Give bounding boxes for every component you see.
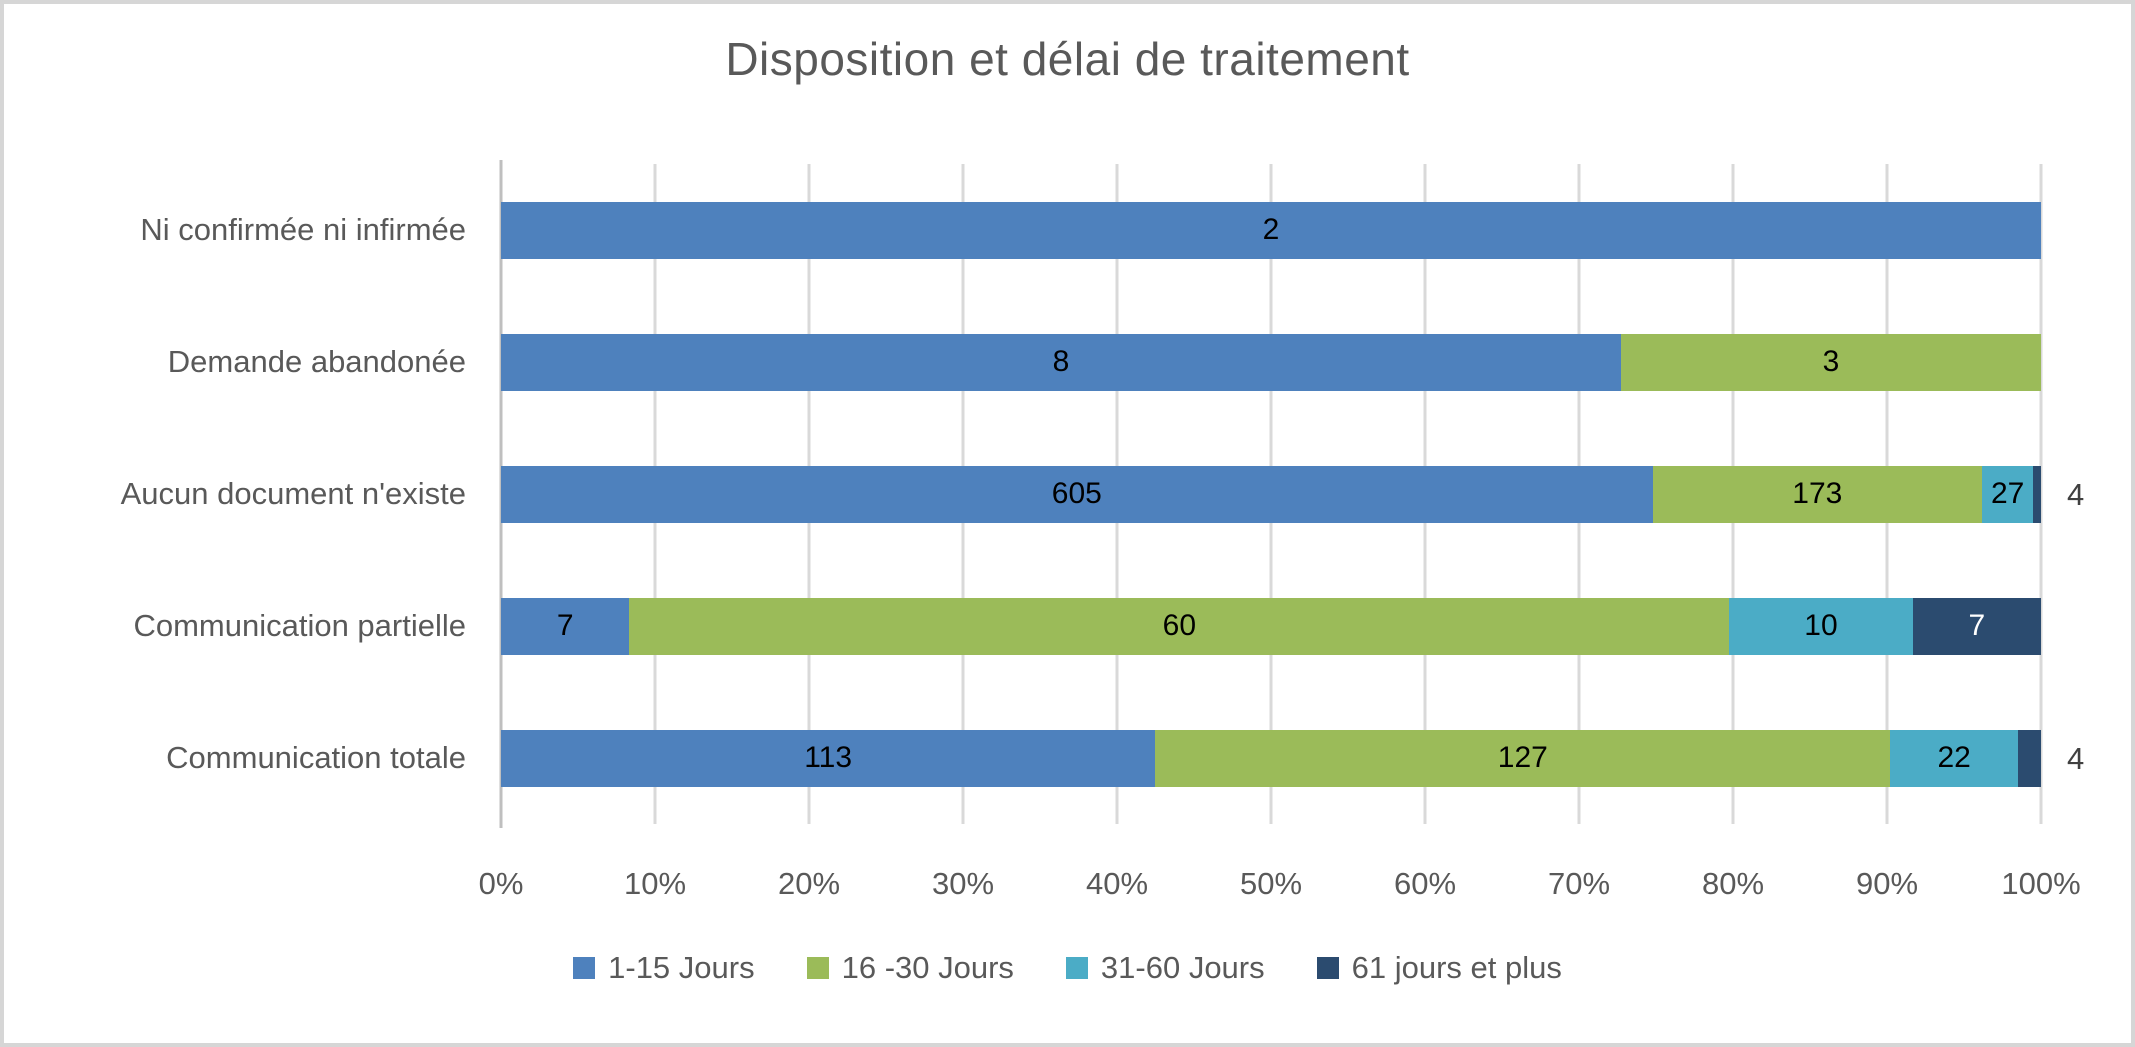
category-label: Aucun document n'existe — [120, 476, 466, 511]
x-tick-label: 50% — [1239, 866, 1303, 901]
category-label: Ni confirmée ni infirmée — [140, 212, 466, 247]
legend-label: 61 jours et plus — [1351, 950, 1562, 985]
x-tick-label: 10% — [623, 866, 687, 901]
legend-label: 31-60 Jours — [1100, 950, 1265, 985]
category-label: Demande abandonée — [167, 344, 466, 379]
y-axis-category-labels: Ni confirmée ni infirmée Demande abandoné… — [4, 164, 484, 824]
legend-item: 1-15 Jours — [573, 950, 755, 986]
bar-segment: 8 — [501, 333, 1621, 391]
bar-row: 7 60 10 7 — [501, 597, 2041, 655]
bar-row: 2 — [501, 201, 2041, 259]
bar-segment: 7 — [501, 597, 630, 655]
bar-segment: 2 — [501, 201, 2041, 259]
category-label: Communication totale — [166, 740, 466, 775]
value-label: 127 — [1497, 741, 1548, 774]
legend-label: 1-15 Jours — [608, 950, 755, 985]
bar-segment: 127 — [1155, 729, 1891, 787]
bar-segment: 3 — [1621, 333, 2041, 391]
value-label: 60 — [1162, 609, 1197, 642]
x-tick-label: 100% — [2001, 866, 2081, 901]
bar-segment: 22 — [1890, 729, 2018, 787]
bar-segment: 10 — [1729, 597, 1913, 655]
legend: 1-15 Jours 16 -30 Jours 31-60 Jours 61 jour… — [4, 950, 2131, 986]
bar-segment: 7 — [1912, 597, 2041, 655]
legend-swatch-icon — [1316, 957, 1339, 979]
x-tick-label: 0% — [478, 866, 524, 901]
x-tick-label: 20% — [777, 866, 841, 901]
bar-segment: 27 — [1981, 465, 2034, 523]
bar-segment: 173 — [1652, 465, 1982, 523]
value-label: 605 — [1051, 477, 1102, 510]
legend-swatch-icon — [1065, 957, 1088, 979]
x-tick-label: 30% — [931, 866, 995, 901]
value-label: 7 — [1968, 609, 1986, 642]
value-label: 27 — [1990, 477, 2025, 510]
value-label: 8 — [1052, 345, 1070, 378]
chart-title: Disposition et délai de traitement — [725, 33, 1410, 85]
value-label-outside: 4 — [2066, 476, 2085, 512]
legend-swatch-icon — [573, 957, 596, 979]
bar-segment — [2033, 465, 2041, 523]
value-label: 113 — [804, 741, 853, 774]
x-axis-tick-labels: 0% 10% 20% 30% 40% 50% 60% 70% 80% 90% 100% — [479, 866, 2081, 906]
bar-row: 113 127 22 4 — [501, 729, 2084, 787]
plot-area: 2 8 3 605 173 27 4 7 60 10 7 113 127 22 4 — [499, 160, 2084, 828]
bar-row: 605 173 27 4 — [501, 465, 2084, 523]
gridline — [2039, 164, 2043, 824]
legend-label: 16 -30 Jours — [841, 950, 1014, 985]
legend-item: 61 jours et plus — [1316, 950, 1562, 986]
x-tick-label: 80% — [1701, 866, 1765, 901]
bar-segment: 60 — [629, 597, 1730, 655]
bar-segment — [2017, 729, 2041, 787]
value-label: 2 — [1262, 213, 1280, 246]
value-label: 3 — [1822, 345, 1840, 378]
legend-item: 16 -30 Jours — [806, 950, 1014, 986]
value-label: 7 — [556, 609, 574, 642]
x-tick-label: 60% — [1393, 866, 1457, 901]
bar-segment: 113 — [501, 729, 1156, 787]
x-tick-label: 70% — [1547, 866, 1611, 901]
category-label: Communication partielle — [133, 608, 466, 643]
x-tick-label: 90% — [1855, 866, 1919, 901]
legend-item: 31-60 Jours — [1065, 950, 1265, 986]
legend-swatch-icon — [806, 957, 829, 979]
value-label-outside: 4 — [2066, 740, 2085, 776]
bar-segment: 605 — [501, 465, 1653, 523]
x-tick-label: 40% — [1085, 866, 1149, 901]
value-label: 10 — [1804, 609, 1838, 642]
value-label: 173 — [1792, 477, 1843, 510]
value-label: 22 — [1937, 741, 1971, 774]
